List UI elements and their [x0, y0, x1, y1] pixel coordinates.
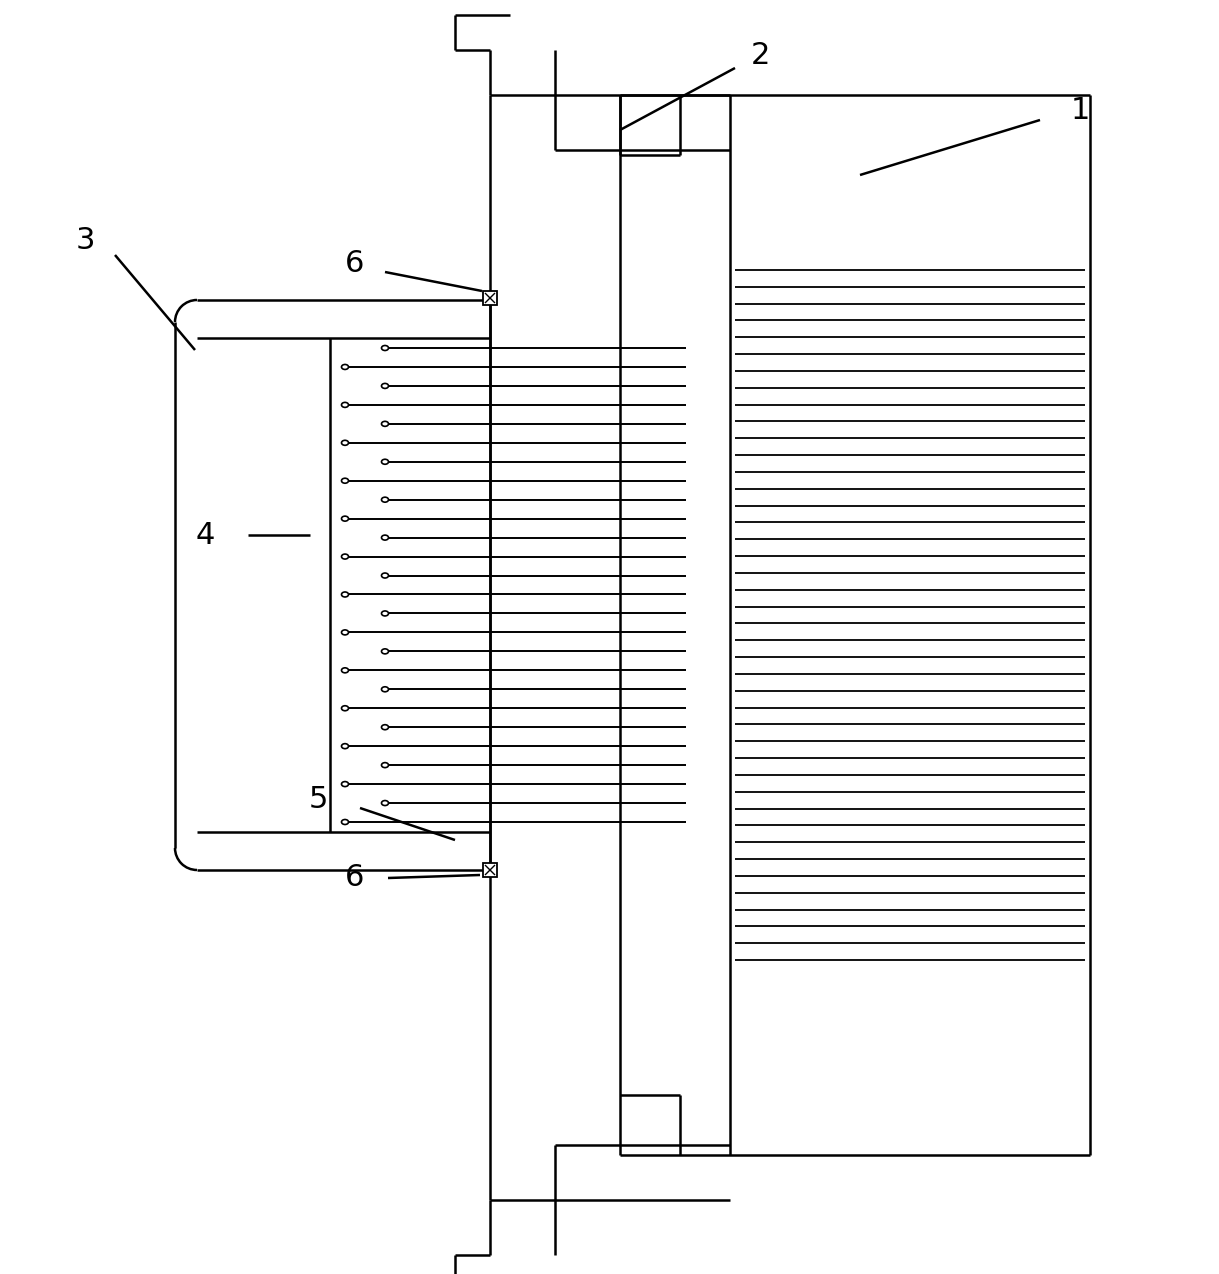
Ellipse shape [341, 668, 349, 673]
Ellipse shape [382, 459, 389, 464]
Text: 2: 2 [751, 41, 769, 70]
Ellipse shape [341, 629, 349, 634]
Ellipse shape [382, 345, 389, 350]
Ellipse shape [382, 648, 389, 654]
Ellipse shape [382, 612, 389, 615]
Ellipse shape [341, 554, 349, 559]
Ellipse shape [341, 706, 349, 711]
Ellipse shape [341, 819, 349, 824]
Ellipse shape [382, 725, 389, 730]
Ellipse shape [341, 516, 349, 521]
Ellipse shape [341, 364, 349, 369]
Ellipse shape [382, 573, 389, 578]
Text: 6: 6 [345, 864, 364, 893]
Text: 1: 1 [1070, 96, 1090, 125]
Ellipse shape [341, 441, 349, 446]
Text: 5: 5 [308, 786, 328, 814]
Ellipse shape [382, 687, 389, 692]
Ellipse shape [382, 763, 389, 768]
Ellipse shape [382, 800, 389, 805]
Ellipse shape [341, 592, 349, 598]
Ellipse shape [341, 781, 349, 786]
Text: 3: 3 [76, 225, 95, 255]
Ellipse shape [382, 497, 389, 502]
Ellipse shape [382, 422, 389, 427]
Ellipse shape [341, 478, 349, 483]
Ellipse shape [382, 535, 389, 540]
Text: 6: 6 [345, 248, 364, 278]
Ellipse shape [341, 744, 349, 749]
Bar [483, 862, 497, 877]
Ellipse shape [341, 403, 349, 408]
Text: 4: 4 [195, 521, 215, 549]
Ellipse shape [382, 383, 389, 389]
Bar [483, 290, 497, 304]
